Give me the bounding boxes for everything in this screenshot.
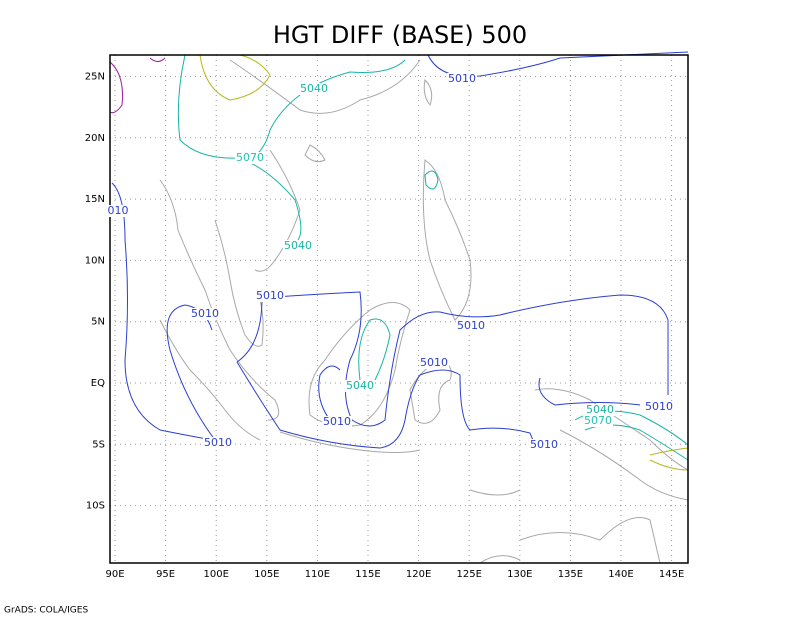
contour-line — [649, 447, 689, 471]
contour-line — [236, 291, 669, 427]
contour-label: 5010 — [204, 436, 232, 449]
x-tick-label: 125E — [456, 569, 481, 580]
coastlines — [159, 59, 689, 564]
y-tick-label: 25N — [85, 72, 105, 83]
contours — [109, 51, 689, 471]
coast-new-guinea — [534, 388, 689, 501]
contour-label: 5010 — [457, 319, 485, 332]
contour-line — [427, 51, 689, 78]
contour-line — [109, 57, 166, 114]
y-tick-label: 10N — [85, 255, 105, 266]
coast-malay — [214, 219, 264, 347]
contour-label: 5010 — [420, 356, 448, 369]
contour-line — [199, 54, 271, 101]
contour-label: 5070 — [584, 414, 612, 427]
coast-china — [229, 59, 421, 114]
contour-label: 5040 — [346, 379, 374, 392]
contour-label-bg — [585, 404, 615, 416]
contour-label: 5040 — [284, 239, 312, 252]
contour-label-bg — [299, 83, 329, 95]
coast-australia — [469, 489, 661, 564]
contour-label-bg — [190, 308, 220, 320]
contour-label: 5010 — [645, 400, 673, 413]
x-tick-label: 120E — [406, 569, 431, 580]
contour-line — [424, 170, 439, 190]
contour-line — [318, 365, 341, 421]
contour-label-bg — [529, 439, 559, 451]
y-tick-label: 20N — [85, 133, 105, 144]
x-tick-label: 135E — [558, 569, 583, 580]
contour-line — [111, 182, 231, 444]
contour-label-bg — [235, 152, 265, 164]
contour-line — [358, 318, 391, 381]
contour-label-bg — [583, 415, 613, 427]
x-tick-label: 95E — [156, 569, 175, 580]
coast-sulawesi — [409, 359, 452, 424]
y-tick-label: 15N — [85, 194, 105, 205]
coast-borneo — [308, 302, 411, 427]
contour-label-bg — [419, 357, 449, 369]
contour-label-bg — [345, 380, 375, 392]
x-tick-label: 140E — [608, 569, 633, 580]
contour-label: 5040 — [300, 82, 328, 95]
coast-sumatra-west — [159, 319, 261, 441]
contour-label-bg — [447, 73, 477, 85]
x-tick-label: 115E — [355, 569, 380, 580]
contour-label: 5010 — [448, 72, 476, 85]
x-tick-label: 90E — [105, 569, 124, 580]
x-tick-label: 145E — [659, 569, 684, 580]
contour-label-bg — [283, 240, 313, 252]
contour-label-bg — [644, 401, 674, 413]
contour-label: 5040 — [586, 403, 614, 416]
frame — [109, 54, 689, 564]
contour-line — [177, 54, 302, 241]
contour-label-bg — [456, 320, 486, 332]
y-tick-label: 5N — [91, 317, 105, 328]
footer: GrADS: COLA/IGES — [4, 606, 88, 616]
x-tick-label: 100E — [203, 569, 228, 580]
contour-line — [538, 377, 641, 406]
contour-label-bg — [322, 416, 352, 428]
y-tick-label: 5S — [92, 439, 105, 450]
coast-vietnam — [254, 149, 301, 272]
coast-philippines — [422, 159, 472, 321]
coast-java — [279, 431, 421, 453]
x-tick-label: 110E — [305, 569, 330, 580]
title: HGT DIFF (BASE) 500 — [273, 21, 527, 49]
contour-label-bg — [103, 205, 133, 217]
y-tick-label: 10S — [86, 501, 105, 512]
contour-label: 5010 — [530, 438, 558, 451]
contour-label: 5010 — [323, 415, 351, 428]
contour-label: 5010 — [256, 289, 284, 302]
contour-label-bg — [203, 437, 233, 449]
x-tick-label: 105E — [254, 569, 279, 580]
contour-label-bg — [255, 290, 285, 302]
contour-line — [236, 361, 536, 449]
x-tick-label: 130E — [507, 569, 532, 580]
contour-label: 5010 — [191, 307, 219, 320]
y-tick-label: EQ — [91, 378, 105, 389]
contour-label: 010 — [108, 204, 129, 217]
coast-islands — [304, 78, 433, 163]
contour-line — [166, 304, 216, 441]
contour-line — [249, 59, 406, 161]
contour-label: 5070 — [236, 151, 264, 164]
